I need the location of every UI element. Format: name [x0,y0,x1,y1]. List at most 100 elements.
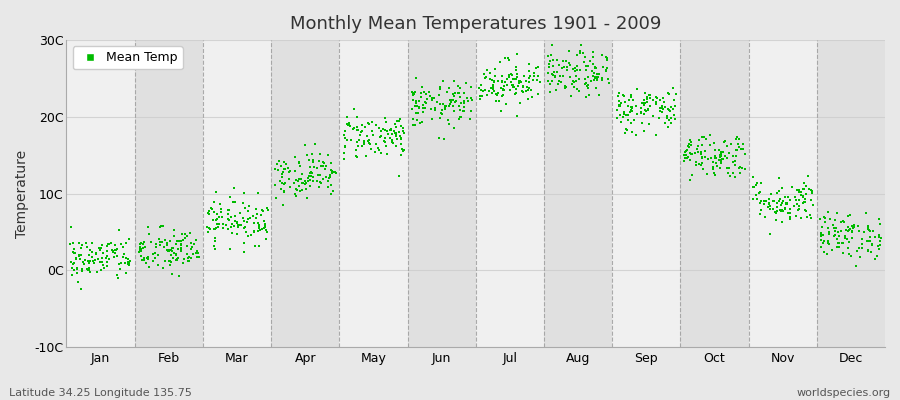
Point [374,133,388,139]
Point [753,180,768,186]
Point [814,237,829,243]
Point [216,221,230,227]
Point [558,58,572,64]
Point [346,125,361,131]
Point [508,90,522,97]
Point [708,147,723,154]
Point [727,158,742,164]
Point [496,86,510,92]
Point [163,238,177,245]
Point [183,230,197,236]
Point [406,97,420,103]
Point [822,230,836,237]
Point [872,246,886,252]
Point [841,213,855,219]
Point [134,240,148,246]
Point [156,223,170,230]
Point [792,206,806,212]
Point [478,75,492,81]
Point [107,247,122,253]
Point [509,90,524,96]
Point [361,138,375,144]
Point [648,94,662,100]
Point [525,94,539,100]
Point [437,136,452,142]
Point [303,169,318,175]
Point [457,108,472,114]
Point [338,128,352,134]
Point [241,208,256,214]
Point [545,70,560,77]
Point [698,136,713,142]
Point [726,170,741,177]
Point [752,211,767,217]
Point [184,239,199,246]
Point [544,52,559,58]
Point [378,119,392,125]
Bar [544,40,612,347]
Point [106,248,121,255]
Point [485,77,500,83]
Point [725,153,740,160]
Point [211,224,225,230]
Point [703,142,717,148]
Point [423,93,437,100]
Point [599,68,614,74]
Point [495,93,509,99]
Point [852,228,867,234]
Point [389,130,403,136]
Point [221,206,236,213]
Point [171,255,185,261]
Point [842,224,856,231]
Point [541,78,555,84]
Point [843,252,858,259]
Point [439,89,454,95]
Point [93,258,107,265]
Point [623,108,637,115]
Point [310,178,325,184]
Point [148,244,163,251]
Point [442,120,456,127]
Point [751,180,765,187]
Point [303,164,318,171]
Point [322,175,337,182]
Point [774,201,788,208]
Point [203,204,218,211]
Point [75,268,89,274]
Point [721,170,735,177]
Point [222,246,237,252]
Point [240,232,255,239]
Point [461,98,475,104]
Point [174,245,188,252]
Point [393,122,408,129]
Point [276,202,291,208]
Point [282,175,296,182]
Point [522,78,536,85]
Point [531,64,545,70]
Point [697,134,711,140]
Point [749,192,763,198]
Point [722,165,736,171]
Point [822,240,836,247]
Point [383,125,398,132]
Point [552,62,566,68]
Point [860,226,875,232]
Point [509,71,524,77]
Point [662,108,677,114]
Point [274,185,289,192]
Point [230,224,245,230]
Point [576,50,590,56]
Point [635,120,650,126]
Point [313,151,328,158]
Point [555,65,570,71]
Point [393,116,408,122]
Point [371,145,385,152]
Point [240,219,255,225]
Point [618,98,633,105]
Point [636,111,651,117]
Point [158,237,172,243]
Point [122,260,137,266]
Point [166,245,180,251]
Point [625,108,639,115]
Point [584,78,598,84]
